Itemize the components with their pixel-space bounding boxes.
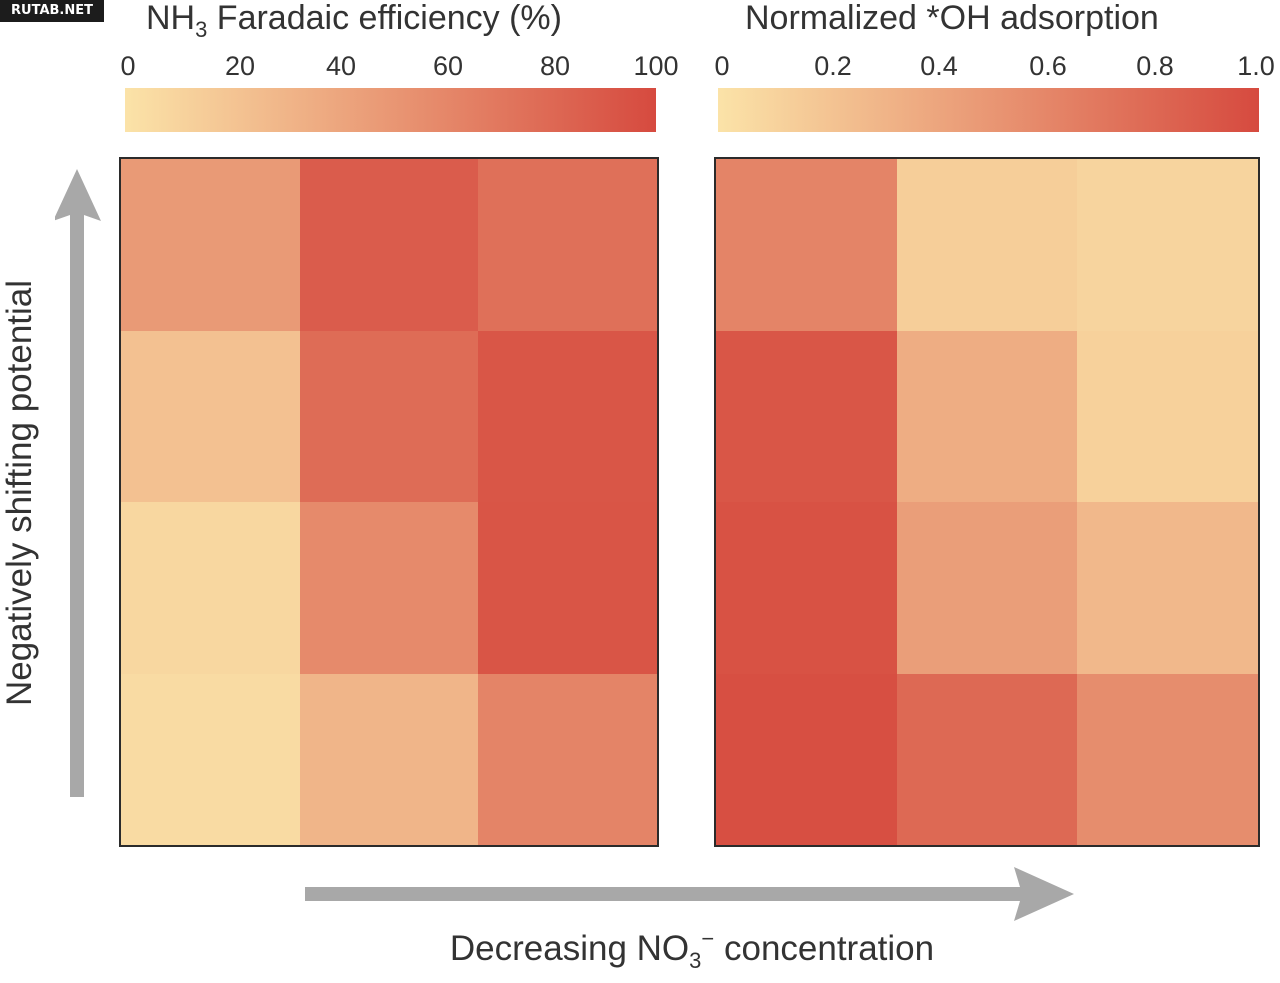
left-colorbar-tick: 80 [539, 51, 571, 81]
right-colorbar-tick: 0.6 [1029, 51, 1067, 81]
vertical-up-arrow-icon [55, 169, 101, 797]
x-axis-label: Decreasing NO3− concentration [449, 926, 935, 973]
watermark-badge: RUTAB.NET [0, 0, 104, 22]
heatmap-cell [478, 331, 657, 502]
heatmap-cell [121, 159, 300, 331]
left-colorbar [125, 88, 656, 132]
heatmap-cell [716, 331, 897, 502]
right-colorbar-tick: 1.0 [1237, 51, 1275, 81]
right-colorbar-tick: 0.2 [814, 51, 852, 81]
heatmap-cell [1077, 674, 1258, 845]
heatmap-cell [300, 674, 478, 845]
heatmap-cell [121, 674, 300, 845]
heatmap-cell [1077, 159, 1258, 331]
left-heatmap [119, 157, 659, 847]
right-heatmap [714, 157, 1260, 847]
heatmap-cell [897, 502, 1077, 674]
heatmap-cell [897, 159, 1077, 331]
heatmap-cell [121, 331, 300, 502]
left-colorbar-tick: 60 [432, 51, 464, 81]
heatmap-cell [300, 502, 478, 674]
heatmap-cell [478, 159, 657, 331]
heatmap-cell [716, 159, 897, 331]
right-colorbar [718, 88, 1259, 132]
heatmap-cell [478, 502, 657, 674]
heatmap-cell [1077, 502, 1258, 674]
left-colorbar-tick: 100 [633, 51, 679, 81]
right-colorbar-tick: 0 [714, 51, 730, 81]
heatmap-cell [897, 331, 1077, 502]
left-colorbar-tick: 20 [224, 51, 256, 81]
left-colorbar-tick: 40 [325, 51, 357, 81]
left-colorbar-tick: 0 [120, 51, 136, 81]
heatmap-cell [1077, 331, 1258, 502]
right-colorbar-tick: 0.4 [920, 51, 958, 81]
left-panel-title: NH3 Faradaic efficiency (%) [146, 0, 562, 42]
heatmap-cell [300, 331, 478, 502]
heatmap-cell [300, 159, 478, 331]
heatmap-cell [897, 674, 1077, 845]
heatmap-cell [716, 502, 897, 674]
right-colorbar-tick: 0.8 [1136, 51, 1174, 81]
y-axis-label: Negatively shifting potential [0, 279, 39, 707]
horizontal-right-arrow-icon [305, 867, 1074, 921]
heatmap-cell [478, 674, 657, 845]
heatmap-cell [716, 674, 897, 845]
heatmap-cell [121, 502, 300, 674]
right-panel-title: Normalized *OH adsorption [745, 0, 1159, 37]
